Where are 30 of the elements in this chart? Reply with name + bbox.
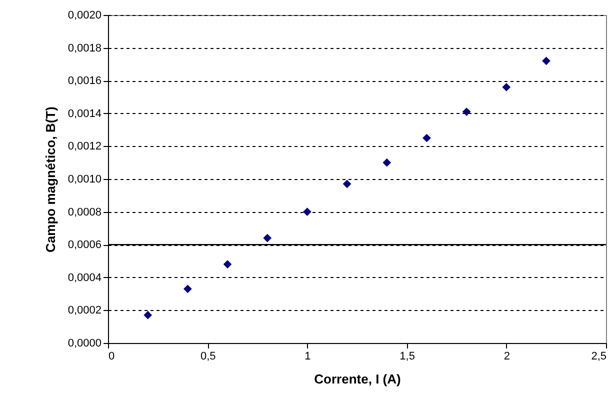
point bbox=[502, 82, 511, 92]
x-tick-label: 1 bbox=[304, 350, 311, 362]
y-tick-label: 0,0008 bbox=[68, 206, 102, 218]
y-tick-label: 0,0012 bbox=[68, 140, 102, 153]
point bbox=[223, 260, 232, 268]
point bbox=[144, 310, 152, 320]
point bbox=[183, 284, 192, 294]
point bbox=[382, 158, 392, 167]
y-tick-label: 0,0018 bbox=[68, 42, 102, 54]
y-tick-label: 0,0014 bbox=[68, 108, 102, 120]
x-tick-label: 2 bbox=[504, 350, 510, 362]
x-tick-label: 0,5 bbox=[200, 350, 216, 362]
point bbox=[342, 180, 352, 188]
point bbox=[263, 234, 272, 242]
y-tick-label: 0,0020 bbox=[68, 10, 102, 22]
y-tick-label: 0,0000 bbox=[68, 338, 102, 350]
x-tick-label: 0 bbox=[108, 350, 115, 362]
point bbox=[303, 208, 312, 216]
x-tick-label: 2,5 bbox=[591, 350, 606, 362]
y-tick-label: 0,0004 bbox=[68, 272, 102, 284]
y-tick-label: 0,0010 bbox=[68, 174, 102, 186]
y-tick-label: 0,0016 bbox=[68, 75, 102, 88]
y-tick-label: 0,0002 bbox=[68, 304, 102, 317]
x-axis-title: Corrente, I (A) bbox=[314, 372, 401, 386]
y-axis-title: Campo magnético, B(T) bbox=[42, 106, 58, 252]
point bbox=[542, 56, 550, 66]
point bbox=[422, 134, 431, 142]
y-tick-label: 0,0006 bbox=[68, 239, 102, 252]
x-tick-label: 1,5 bbox=[400, 350, 415, 362]
point bbox=[462, 108, 471, 116]
